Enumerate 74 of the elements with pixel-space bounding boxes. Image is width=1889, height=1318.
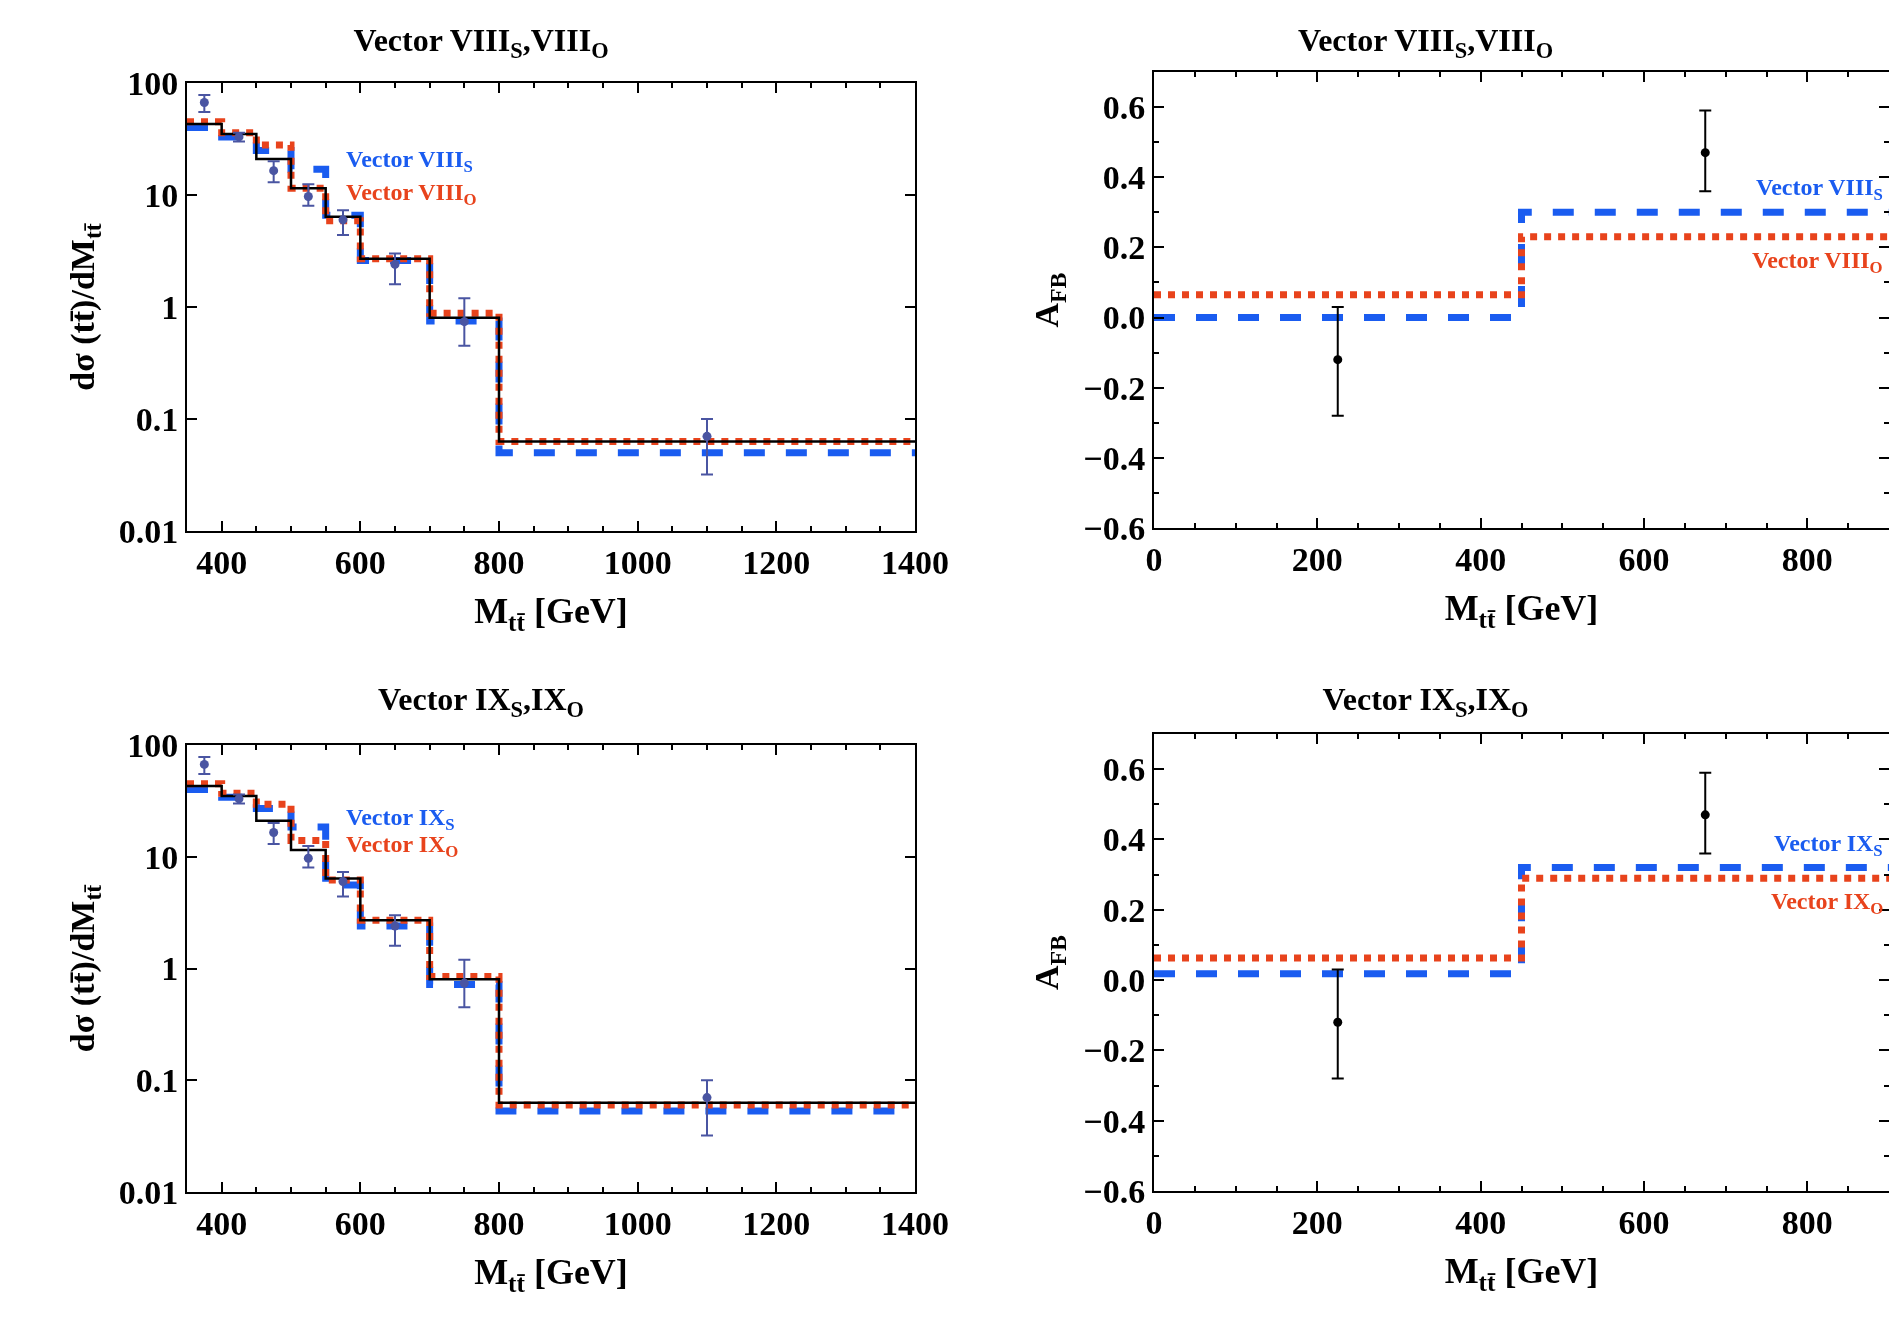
point [338,215,348,225]
y-tick-label: 0.01 [118,512,179,550]
point [269,827,279,837]
x-tick-label: 200 [1291,1203,1343,1241]
x-axis-title: M$_{tt̄}$ [GeV] [474,591,628,636]
point [199,97,209,107]
x-tick-label: 1400 [881,543,949,581]
x-tick-label: 600 [334,1204,386,1242]
x-tick-label: 400 [196,1204,248,1242]
chart-title: Vector IX$_{S}$,IX$_{O}$ [378,681,584,722]
x-tick-label: 400 [1455,1203,1507,1241]
y-tick-label: 0.2 [1102,891,1146,929]
chart-title: Vector VIII$_{S}$,VIII$_{O}$ [1297,22,1554,63]
x-tick-label: 400 [196,543,248,581]
y-tick-label: 100 [127,726,179,764]
series-label: Vector VIII$_{O}$ [346,179,477,210]
x-tick-label: 600 [334,543,386,581]
point [459,317,469,327]
y-tick-label: −0.6 [1083,509,1146,547]
y-tick-label: 0.0 [1102,299,1146,337]
y-tick-label: 0.4 [1102,159,1146,197]
y-tick-label: 0.01 [118,1173,179,1211]
x-tick-label: 1200 [742,543,811,581]
series-label: Vector VIII$_{S}$ [346,146,473,177]
x-tick-label: 600 [1618,1203,1670,1241]
point [390,259,400,269]
series-label: Vector IX$_{S}$ [1774,830,1883,861]
y-tick-label: −0.6 [1083,1172,1146,1210]
x-tick-label: 1000 [603,543,672,581]
series-label: Vector VIII$_{O}$ [1752,247,1883,278]
point [199,759,209,769]
y-tick-label: 10 [144,838,179,876]
chart-title: Vector VIII$_{S}$,VIII$_{O}$ [353,22,609,63]
x-tick-label: 1400 [881,1204,949,1242]
x-tick-label: 600 [1618,540,1670,578]
x-tick-label: 800 [473,543,525,581]
y-tick-label: −0.4 [1083,439,1146,477]
y-tick-label: 100 [127,64,179,102]
x-tick-label: 0 [1145,1203,1163,1241]
y-tick-label: 0.0 [1102,961,1146,999]
y-tick-label: 0.6 [1102,751,1146,789]
x-tick-label: 1200 [742,1204,811,1242]
y-tick-label: −0.2 [1083,369,1146,407]
y-tick-label: 0.6 [1102,88,1146,126]
y-tick-label: 0.1 [135,400,179,438]
point [338,877,348,887]
y-tick-label: 0.4 [1102,821,1146,859]
point [702,431,712,441]
point [390,921,400,931]
series-label: Vector VIII$_{S}$ [1756,174,1883,205]
point [303,191,313,201]
x-tick-label: 800 [1781,540,1833,578]
point [269,166,279,176]
x-axis-title: M$_{tt̄}$ [GeV] [474,1252,628,1297]
point [702,1093,712,1103]
point [459,978,469,988]
y-tick-label: 0.1 [135,1062,179,1100]
point [303,853,313,863]
y-tick-label: 1 [161,950,179,988]
x-tick-label: 1000 [603,1204,672,1242]
x-tick-label: 400 [1455,540,1507,578]
x-axis-title: M$_{tt̄}$ [GeV] [1444,1251,1599,1296]
y-tick-label: 10 [144,176,179,214]
x-axis-title: M$_{tt̄}$ [GeV] [1444,588,1599,633]
x-tick-label: 200 [1291,540,1343,578]
y-tick-label: 1 [161,288,179,326]
series-label: Vector IX$_{O}$ [1771,888,1884,919]
chart-title: Vector IX$_{S}$,IX$_{O}$ [1322,681,1529,722]
y-tick-label: −0.2 [1083,1032,1146,1070]
x-tick-label: 800 [1781,1203,1833,1241]
y-tick-label: −0.4 [1083,1102,1146,1140]
y-tick-label: 0.2 [1102,229,1146,267]
x-tick-label: 0 [1145,540,1163,578]
x-tick-label: 800 [473,1204,525,1242]
